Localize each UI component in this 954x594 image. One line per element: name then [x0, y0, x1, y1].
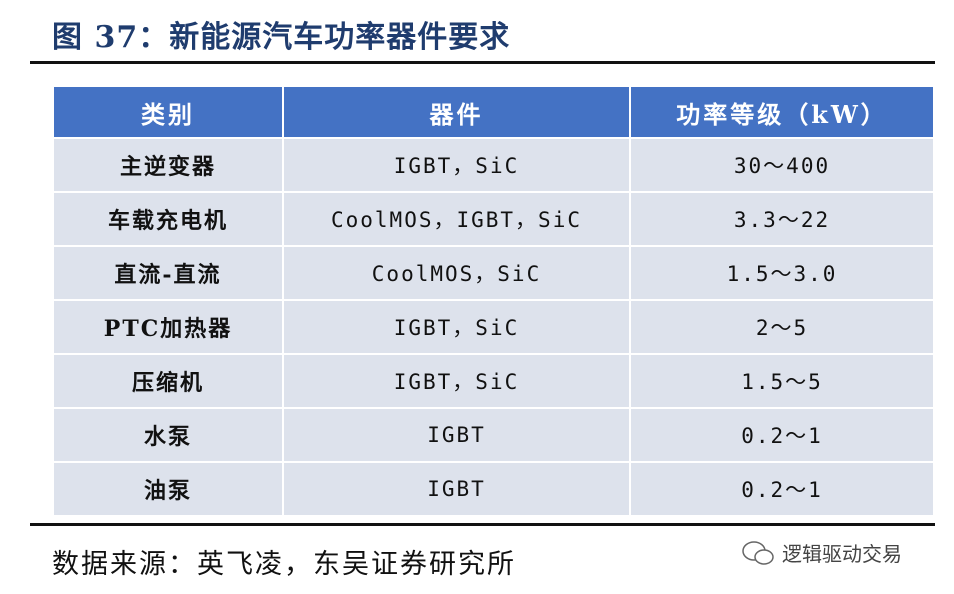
cell: 1.5～5	[629, 353, 935, 409]
category-cell: 直流-直流	[52, 245, 284, 301]
cell: 30～400	[629, 137, 935, 193]
table-body: 主逆变器 IGBT，SiC 30～400 车载充电机 CoolMOS，IGBT，SiC 3…	[52, 137, 935, 517]
cell: 0.2～1	[629, 461, 935, 517]
category-cell: 压缩机	[52, 353, 284, 409]
table: 类别 器件 功率等级（kW） 主逆变器 IGBT，SiC 30～400 车载充电机 Cool…	[52, 85, 935, 517]
watermark-text: 逻辑驱动交易	[782, 542, 902, 566]
watermark: 逻辑驱动交易	[740, 538, 902, 567]
category-cell: 油泵	[52, 461, 284, 517]
wechat-icon	[742, 540, 774, 565]
cell: IGBT，SiC	[282, 137, 631, 193]
cell: IGBT	[282, 461, 631, 517]
table-row: 主逆变器 IGBT，SiC 30～400	[52, 137, 935, 193]
cell: 2～5	[629, 299, 935, 355]
table-row: PTC加热器 IGBT，SiC 2～5	[52, 299, 935, 355]
table-row: 压缩机 IGBT，SiC 1.5～5	[52, 353, 935, 409]
category-cell: 主逆变器	[52, 137, 284, 193]
category-cell: 车载充电机	[52, 191, 284, 247]
cell: IGBT	[282, 407, 631, 463]
column-header: 器件	[282, 85, 631, 139]
table-row: 水泵 IGBT 0.2～1	[52, 407, 935, 463]
table-row: 油泵 IGBT 0.2～1	[52, 461, 935, 517]
cell: CoolMOS，IGBT，SiC	[282, 191, 631, 247]
cell: 0.2～1	[629, 407, 935, 463]
column-header: 功率等级（kW）	[629, 85, 935, 139]
bottom-rule	[30, 523, 935, 526]
category-cell: 水泵	[52, 407, 284, 463]
header-row: 类别 器件 功率等级（kW）	[52, 85, 935, 139]
cell: IGBT，SiC	[282, 353, 631, 409]
cell: 1.5～3.0	[629, 245, 935, 301]
title: 图 37：新能源汽车功率器件要求	[52, 20, 511, 55]
column-header: 类别	[52, 85, 284, 139]
table-row: 车载充电机 CoolMOS，IGBT，SiC 3.3～22	[52, 191, 935, 247]
category-cell: PTC加热器	[52, 299, 284, 355]
cell: 3.3～22	[629, 191, 935, 247]
cell: CoolMOS，SiC	[282, 245, 631, 301]
cell: IGBT，SiC	[282, 299, 631, 355]
source: 数据来源：英飞凌，东吴证券研究所	[52, 549, 516, 580]
table-row: 直流-直流 CoolMOS，SiC 1.5～3.0	[52, 245, 935, 301]
top-rule	[30, 61, 935, 64]
